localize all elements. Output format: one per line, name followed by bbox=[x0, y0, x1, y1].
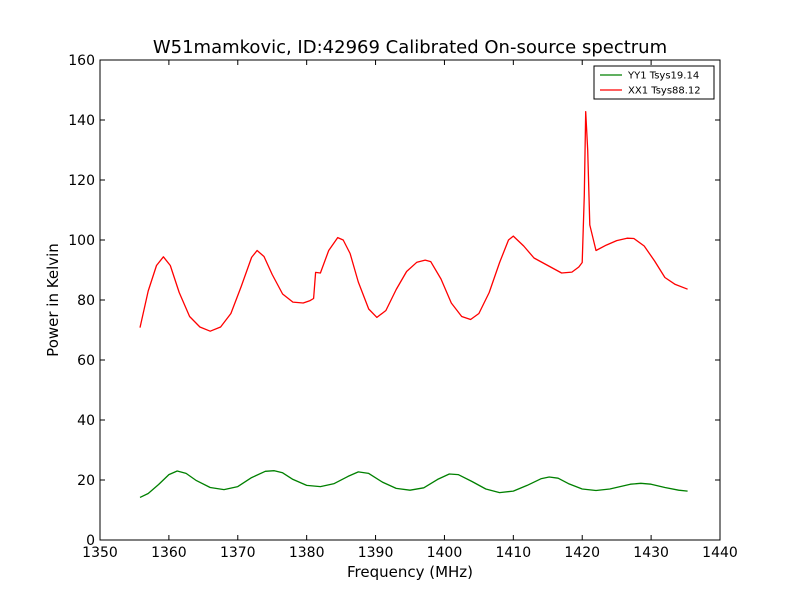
x-tick-label: 1380 bbox=[289, 545, 325, 561]
x-tick-label: 1430 bbox=[633, 545, 669, 561]
y-tick-label: 100 bbox=[68, 233, 95, 249]
x-tick-label: 1440 bbox=[702, 545, 738, 561]
ticks-layer: 1350 1360 1370 1380 1390 1400 1410 1420 1430 1440… bbox=[68, 53, 738, 561]
x-tick-label: 1410 bbox=[496, 545, 532, 561]
x-tick-label: 1350 bbox=[82, 545, 118, 561]
y-tick-label: 120 bbox=[68, 173, 95, 189]
legend: YY1 Tsys19.14 XX1 Tsys88.12 bbox=[593, 65, 715, 100]
y-tick-label: 140 bbox=[68, 113, 95, 129]
legend-label-yy1: YY1 Tsys19.14 bbox=[627, 71, 699, 82]
plot-frame bbox=[99, 59, 721, 541]
chart-title: W51mamkovic, ID:42969 Calibrated On-sour… bbox=[153, 37, 667, 58]
y-tick-label: 60 bbox=[77, 353, 95, 369]
x-tick-label: 1400 bbox=[427, 545, 463, 561]
series-layer bbox=[139, 110, 688, 498]
y-tick-label: 40 bbox=[77, 413, 95, 429]
x-axis-label: Frequency (MHz) bbox=[347, 563, 473, 581]
x-tick-label: 1390 bbox=[358, 545, 394, 561]
y-tick-label: 20 bbox=[77, 473, 95, 489]
series-line-xx1 bbox=[139, 110, 688, 332]
x-tick-label: 1420 bbox=[564, 545, 600, 561]
y-tick-label: 160 bbox=[68, 53, 95, 69]
legend-label-xx1: XX1 Tsys88.12 bbox=[628, 86, 701, 97]
y-tick-label: 80 bbox=[77, 293, 95, 309]
y-axis-label: Power in Kelvin bbox=[44, 243, 62, 357]
y-tick-label: 0 bbox=[86, 533, 95, 549]
legend-box bbox=[593, 65, 715, 100]
x-tick-label: 1360 bbox=[151, 545, 187, 561]
series-line-yy1 bbox=[139, 470, 688, 498]
x-tick-label: 1370 bbox=[220, 545, 256, 561]
